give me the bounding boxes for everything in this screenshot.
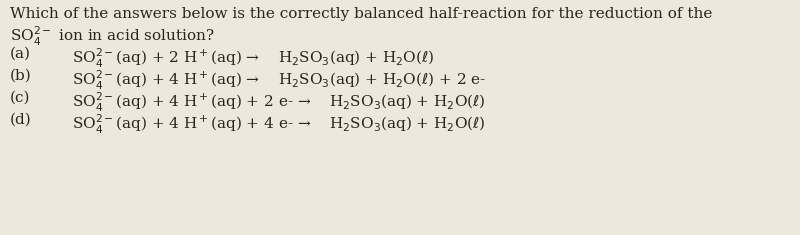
- Text: (b): (b): [10, 69, 32, 83]
- Text: SO$_4^{2-}$(aq) + 2 H$^+$(aq) →    H$_2$SO$_3$(aq) + H$_2$O($\ell$): SO$_4^{2-}$(aq) + 2 H$^+$(aq) → H$_2$SO$…: [72, 47, 434, 70]
- Text: SO$_4^{2-}$(aq) + 4 H$^+$(aq) →    H$_2$SO$_3$(aq) + H$_2$O($\ell$) + 2 e-: SO$_4^{2-}$(aq) + 4 H$^+$(aq) → H$_2$SO$…: [72, 69, 486, 92]
- Text: (a): (a): [10, 47, 31, 61]
- Text: (c): (c): [10, 91, 30, 105]
- Text: SO$_4^{2-}$ ion in acid solution?: SO$_4^{2-}$ ion in acid solution?: [10, 25, 214, 48]
- Text: Which of the answers below is the correctly balanced half-reaction for the reduc: Which of the answers below is the correc…: [10, 7, 712, 21]
- Text: SO$_4^{2-}$(aq) + 4 H$^+$(aq) + 2 e- →    H$_2$SO$_3$(aq) + H$_2$O($\ell$): SO$_4^{2-}$(aq) + 4 H$^+$(aq) + 2 e- → H…: [72, 91, 486, 114]
- Text: (d): (d): [10, 113, 32, 127]
- Text: SO$_4^{2-}$(aq) + 4 H$^+$(aq) + 4 e- →    H$_2$SO$_3$(aq) + H$_2$O($\ell$): SO$_4^{2-}$(aq) + 4 H$^+$(aq) + 4 e- → H…: [72, 113, 486, 136]
